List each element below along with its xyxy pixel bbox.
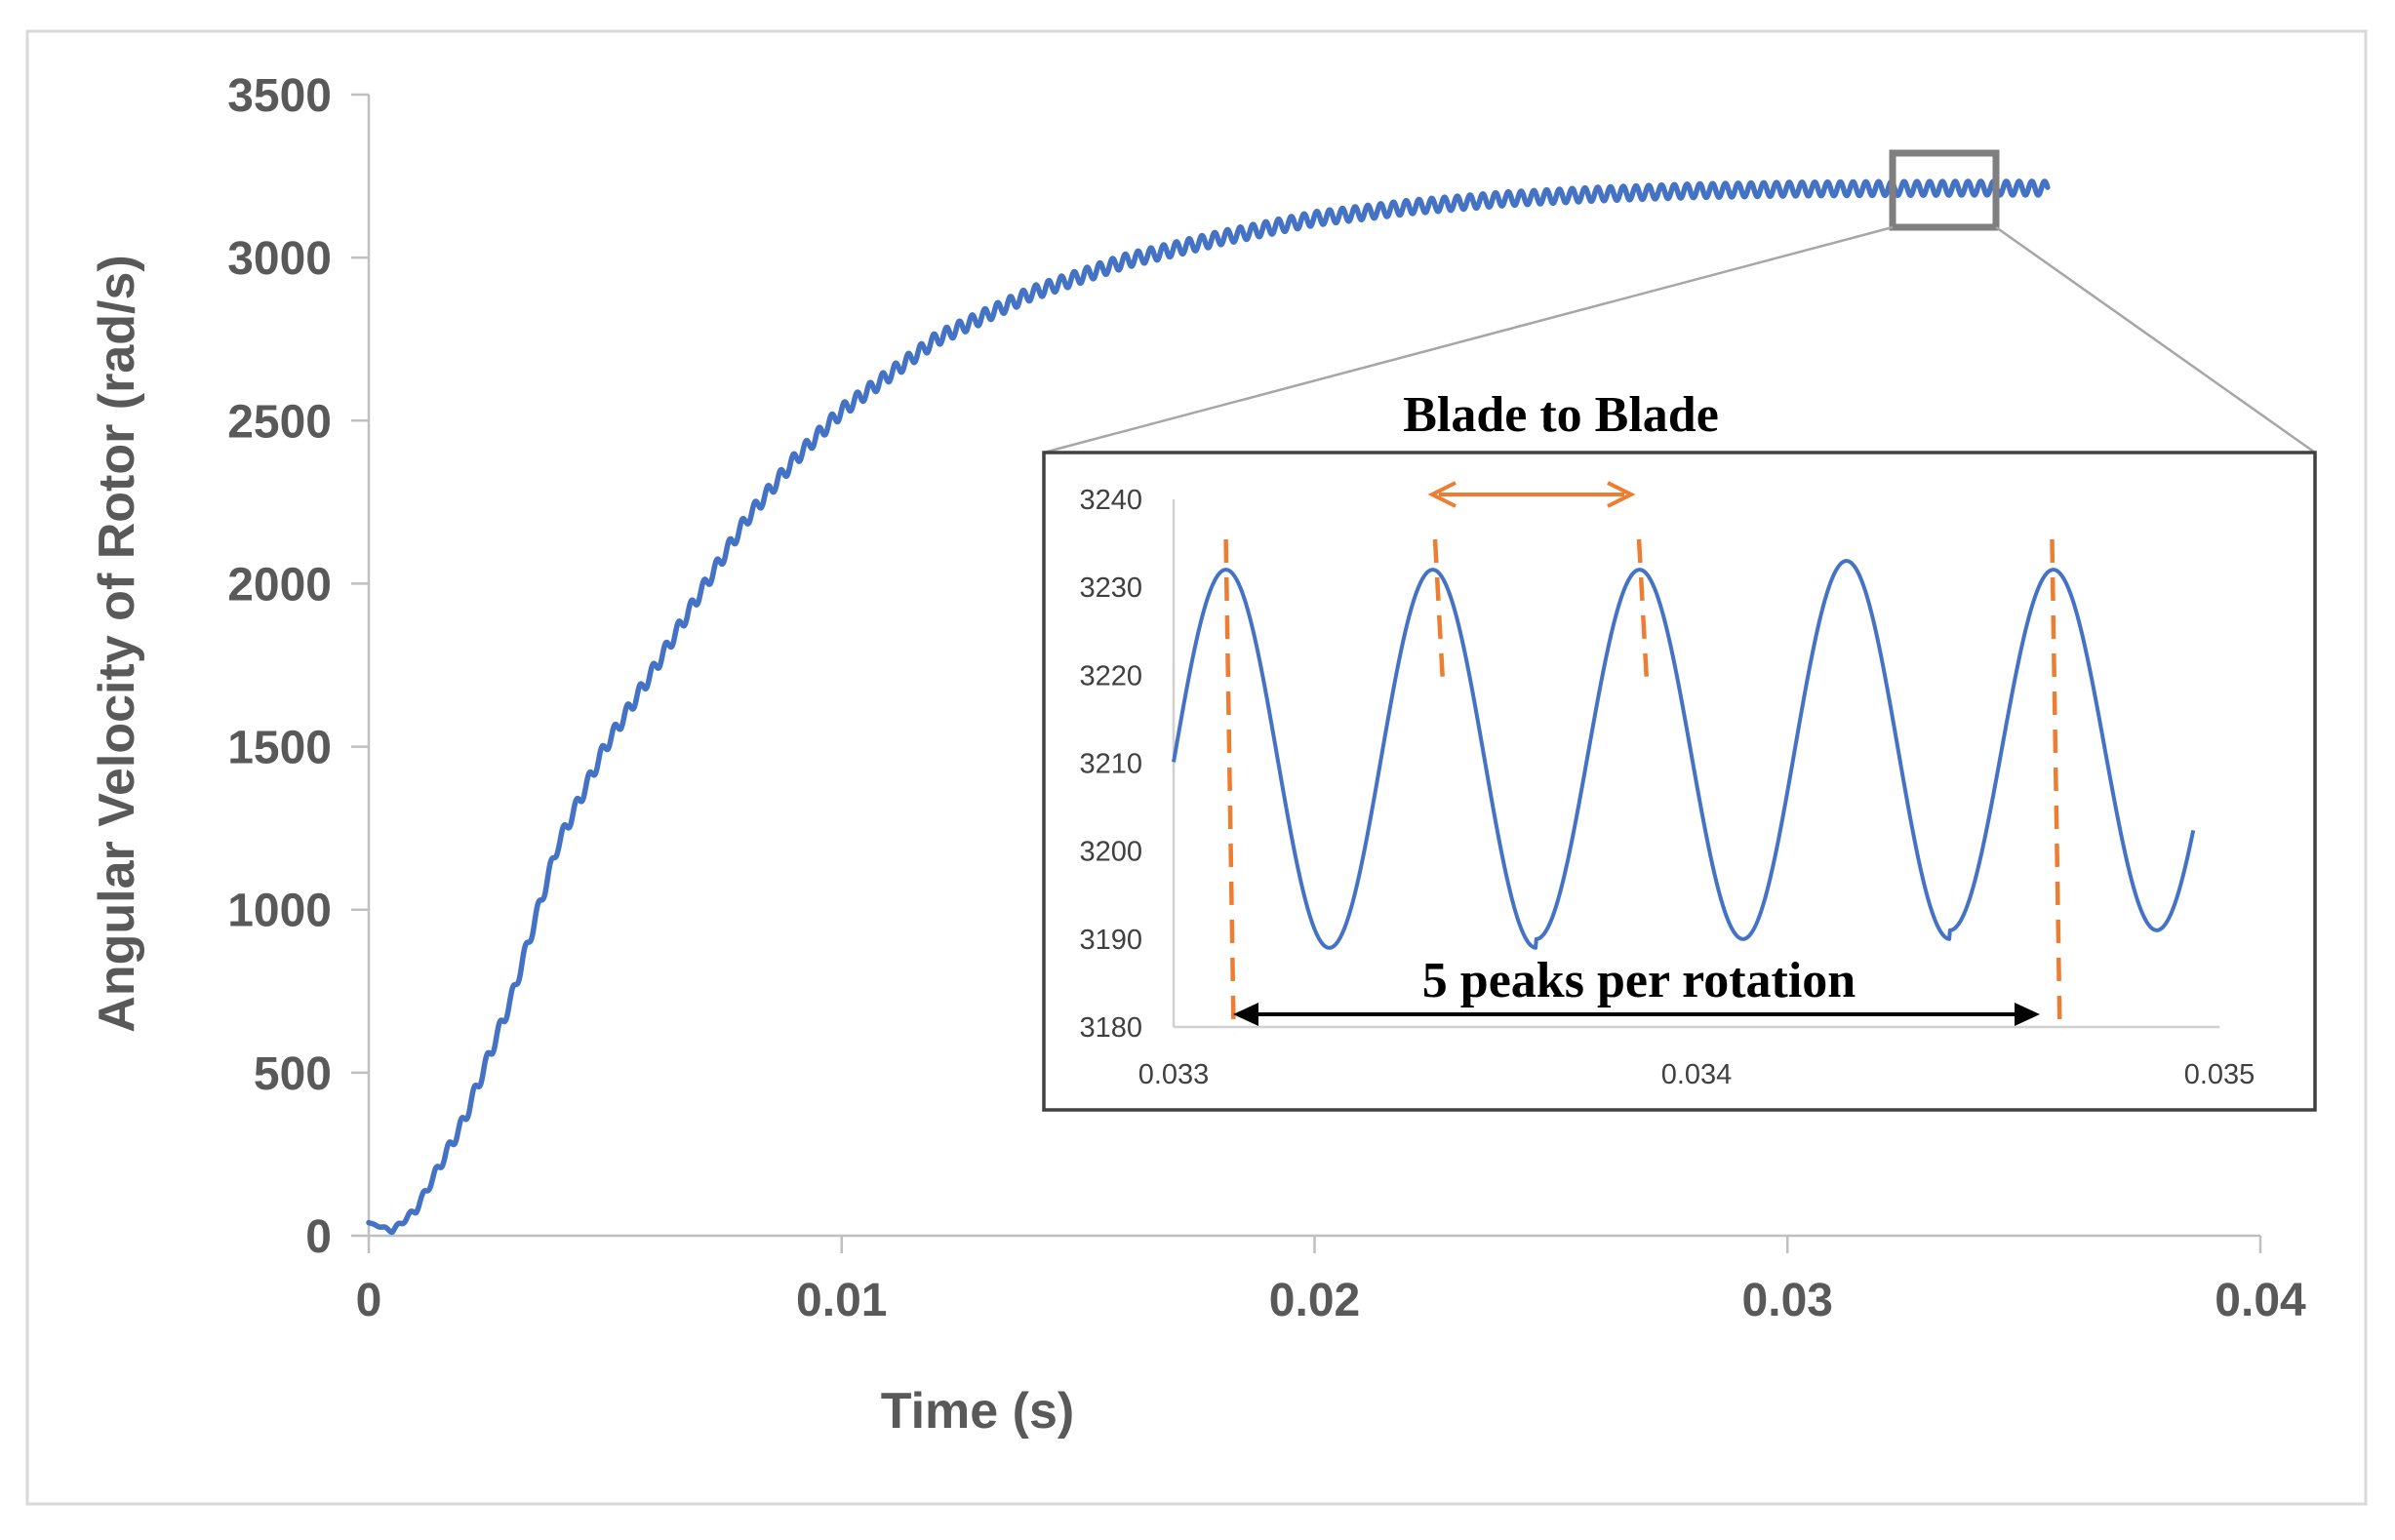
main-axes: 0 500 1000 1500 2000 2500 3000 3500 0 0.01 0.02 0.0…	[227, 70, 2306, 1326]
zoom-box	[1889, 149, 2000, 231]
inset-y-tick-label: 3220	[1079, 660, 1142, 691]
inset-y-tick-label: 3230	[1079, 573, 1142, 604]
inset-y-tick-label: 3210	[1079, 749, 1142, 780]
inset-title: Blade to Blade	[1403, 387, 1719, 443]
inset-y-tick-label: 3180	[1079, 1012, 1142, 1044]
peak-marker	[2050, 538, 2062, 1035]
inset-series-line	[1172, 559, 2196, 950]
y-tick-label: 1000	[227, 886, 332, 937]
inset-y-tick-label: 3240	[1079, 485, 1142, 516]
x-tick-label: 0.02	[1269, 1275, 1360, 1326]
y-tick-label: 500	[254, 1048, 332, 1100]
peak-marker	[1223, 538, 1236, 1035]
x-tick-label: 0.04	[2215, 1275, 2306, 1326]
y-tick-label: 2500	[227, 396, 332, 448]
inset-y-tick-label: 3200	[1079, 837, 1142, 868]
y-tick-label: 2000	[227, 559, 332, 611]
inset-series	[1172, 559, 2196, 950]
x-axis-title: Time (s)	[881, 1383, 1074, 1440]
peak-marker	[1432, 538, 1446, 684]
inset-frame	[1042, 451, 2317, 1112]
inset-markers	[1223, 538, 2062, 1035]
inset-x-tick-label: 0.034	[1661, 1059, 1733, 1090]
y-tick-label: 0	[305, 1211, 332, 1263]
main-series	[366, 178, 2051, 1236]
y-axis-title: Angular Velocity of Rotor (rad/s)	[89, 255, 145, 1032]
inset-x-tick-label: 0.035	[2184, 1059, 2255, 1090]
x-tick-label: 0.03	[1742, 1275, 1833, 1326]
y-tick-label: 3000	[227, 233, 332, 285]
main-series-line	[366, 178, 2051, 1236]
blade-to-blade-arrow	[1427, 481, 1636, 508]
x-tick-label: 0.01	[796, 1275, 887, 1326]
callout-line-left	[1043, 225, 1894, 454]
x-tick-label: 0	[356, 1275, 382, 1326]
y-tick-label: 3500	[227, 70, 332, 122]
callout-line-right	[1995, 225, 2316, 454]
rotation-annotation: 5 peaks per rotation	[1422, 953, 1856, 1008]
peak-marker	[1636, 538, 1650, 684]
inset-y-tick-label: 3190	[1079, 925, 1142, 956]
rotation-arrow	[1233, 1003, 2040, 1026]
inset-axes: 3180 3190 3200 3210 3220 3230 3240 0.033 0.034 0.…	[1079, 485, 2255, 1090]
y-tick-label: 1500	[227, 723, 332, 774]
inset-x-tick-label: 0.033	[1138, 1059, 1210, 1090]
